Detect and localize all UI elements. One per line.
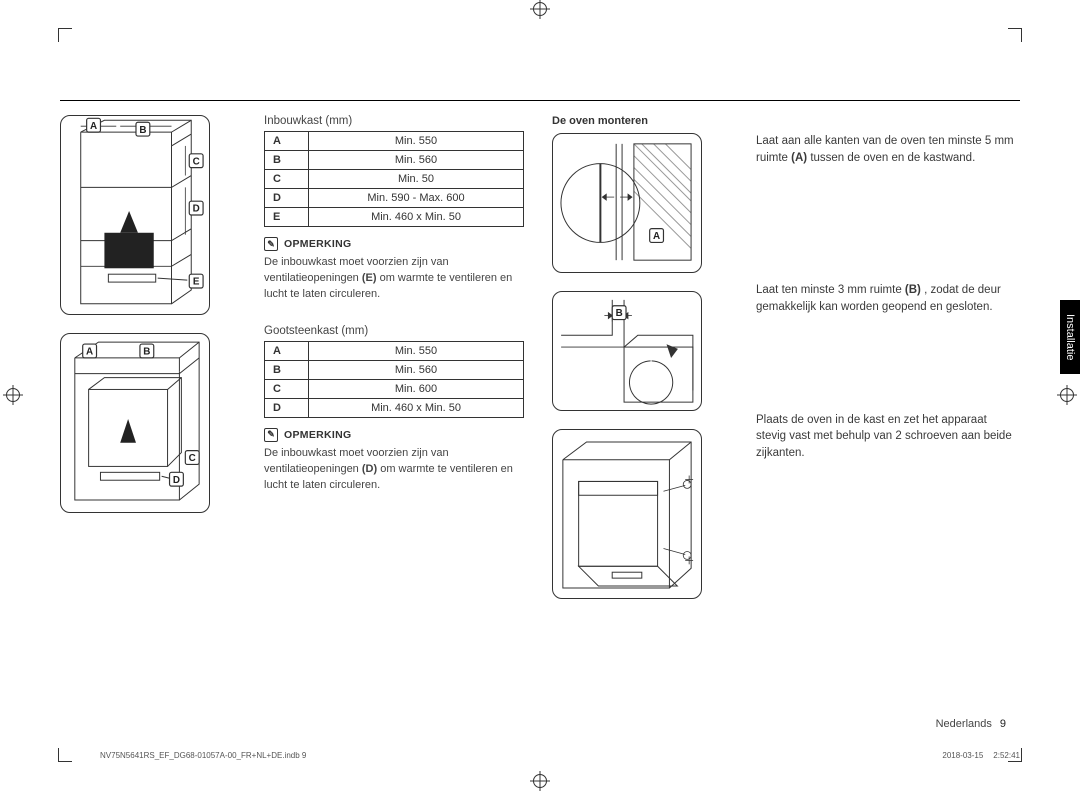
footer-filename: NV75N5641RS_EF_DG68-01057A-00_FR+NL+DE.i… bbox=[100, 751, 306, 760]
svg-text:C: C bbox=[193, 156, 200, 167]
svg-text:B: B bbox=[139, 125, 146, 136]
registration-mark bbox=[6, 388, 20, 402]
table-inbouwkast: AMin. 550 BMin. 560 CMin. 50 DMin. 590 -… bbox=[264, 131, 524, 227]
instruction-text: Plaats de oven in de kast en zet het app… bbox=[756, 412, 1020, 462]
svg-text:A: A bbox=[86, 347, 93, 358]
instruction-text: Laat aan alle kanten van de oven ten min… bbox=[756, 133, 1020, 166]
diagram-mount-gap-b: B bbox=[552, 291, 702, 411]
svg-text:B: B bbox=[616, 308, 623, 319]
svg-text:A: A bbox=[653, 231, 660, 242]
note-heading: ✎ OPMERKING bbox=[264, 428, 524, 442]
svg-text:E: E bbox=[193, 277, 200, 288]
table-title: Inbouwkast (mm) bbox=[264, 115, 524, 127]
note-text: De inbouwkast moet voorzien zijn van ven… bbox=[264, 446, 524, 494]
svg-text:B: B bbox=[143, 347, 150, 358]
registration-mark bbox=[1060, 388, 1074, 402]
footer-date: 2018-03-15 bbox=[942, 751, 983, 760]
instruction-text: Laat ten minste 3 mm ruimte (B) , zodat … bbox=[756, 282, 1020, 315]
diagram-gootsteenkast: A B C D bbox=[60, 333, 210, 513]
diagram-inbouwkast: A B C D E bbox=[60, 115, 210, 315]
diagram-mount-screws bbox=[552, 429, 702, 599]
footer-time: 2:52:41 bbox=[993, 751, 1020, 760]
registration-mark bbox=[533, 774, 547, 788]
note-icon: ✎ bbox=[264, 237, 278, 251]
page-number: Nederlands9 bbox=[936, 718, 1006, 730]
svg-text:D: D bbox=[173, 475, 180, 486]
registration-mark bbox=[533, 2, 547, 16]
note-heading: ✎ OPMERKING bbox=[264, 237, 524, 251]
section-heading: De oven monteren bbox=[552, 115, 728, 127]
svg-text:C: C bbox=[189, 453, 196, 464]
svg-text:D: D bbox=[193, 204, 200, 215]
table-title: Gootsteenkast (mm) bbox=[264, 325, 524, 337]
print-footer: NV75N5641RS_EF_DG68-01057A-00_FR+NL+DE.i… bbox=[100, 751, 1020, 760]
note-text: De inbouwkast moet voorzien zijn van ven… bbox=[264, 255, 524, 303]
page-content: A B C D E bbox=[60, 30, 1020, 760]
diagram-mount-gap-a: A bbox=[552, 133, 702, 273]
section-tab: Installatie bbox=[1060, 300, 1080, 374]
note-icon: ✎ bbox=[264, 428, 278, 442]
table-gootsteenkast: AMin. 550 BMin. 560 CMin. 600 DMin. 460 … bbox=[264, 341, 524, 418]
svg-text:A: A bbox=[90, 121, 97, 132]
